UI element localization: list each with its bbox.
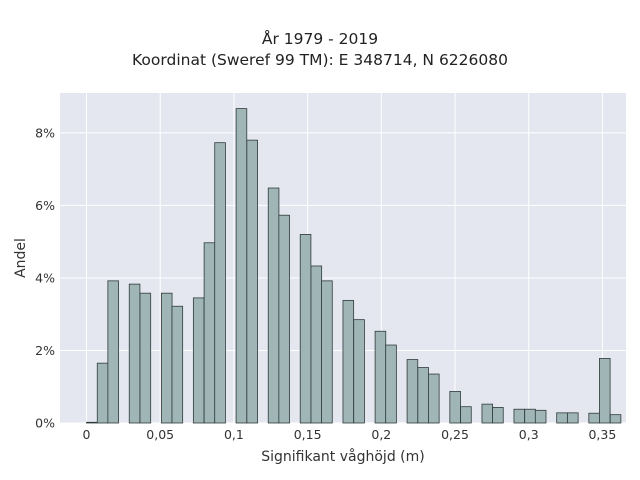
histogram-bar	[214, 142, 226, 424]
histogram-bar	[417, 367, 429, 424]
y-tick-label: 4%	[35, 270, 55, 285]
y-tick-label: 6%	[35, 198, 55, 213]
x-tick-label: 0,05	[146, 427, 174, 442]
y-axis-ticks: 0% 2% 4% 6% 8%	[35, 125, 55, 430]
histogram-bar	[235, 108, 248, 424]
y-axis-label: Andel	[13, 238, 29, 278]
histogram-bar	[460, 406, 472, 424]
histogram-bar	[492, 407, 504, 424]
histogram-bar	[353, 319, 365, 424]
histogram-bar	[481, 403, 494, 424]
histogram-bar	[278, 214, 290, 424]
x-axis-ticks: 0 0,05 0,1 0,15 0,2 0,25 0,3 0,35	[83, 427, 617, 442]
histogram-bar	[385, 344, 397, 424]
x-tick-label: 0,35	[588, 427, 616, 442]
x-tick-label: 0,3	[519, 427, 539, 442]
histogram-bar	[299, 234, 312, 424]
histogram-bar	[107, 280, 119, 424]
histogram-bar	[513, 408, 526, 424]
histogram-bar	[139, 292, 152, 424]
x-axis-label: Signifikant våghöjd (m)	[261, 448, 424, 465]
histogram-bar	[374, 330, 387, 424]
x-tick-label: 0,2	[371, 427, 391, 442]
histogram-bar	[534, 409, 547, 424]
histogram-bar	[96, 362, 109, 424]
histogram-bar	[449, 391, 461, 424]
x-tick-label: 0,25	[441, 427, 469, 442]
chart-subtitle: Koordinat (Sweref 99 TM): E 348714, N 62…	[132, 51, 508, 69]
y-tick-label: 2%	[35, 343, 55, 358]
histogram-bar	[128, 283, 141, 424]
histogram-bar	[588, 412, 600, 424]
histogram-bar	[524, 408, 536, 424]
histogram-bar	[246, 139, 258, 424]
histogram-bar	[342, 300, 355, 424]
histogram-bar	[556, 412, 568, 424]
histogram-bar	[192, 297, 205, 424]
x-tick-label: 0	[83, 427, 91, 442]
y-tick-label: 0%	[35, 416, 55, 431]
x-tick-label: 0,1	[224, 427, 244, 442]
histogram-bar	[609, 414, 622, 424]
histogram-bar	[203, 242, 216, 424]
histogram-bar	[321, 280, 333, 424]
histogram-bar	[599, 358, 611, 424]
x-tick-label: 0,15	[294, 427, 322, 442]
histogram-bar	[310, 265, 323, 424]
histogram-bar	[267, 187, 280, 424]
histogram-bar	[567, 412, 579, 424]
chart-title: År 1979 - 2019	[261, 30, 379, 48]
histogram-bar	[428, 373, 440, 424]
y-tick-label: 8%	[35, 125, 55, 140]
bars	[86, 108, 622, 424]
histogram-bar	[160, 292, 173, 424]
histogram-bar	[171, 305, 184, 424]
histogram-bar	[86, 421, 98, 424]
histogram-bar	[406, 359, 419, 424]
